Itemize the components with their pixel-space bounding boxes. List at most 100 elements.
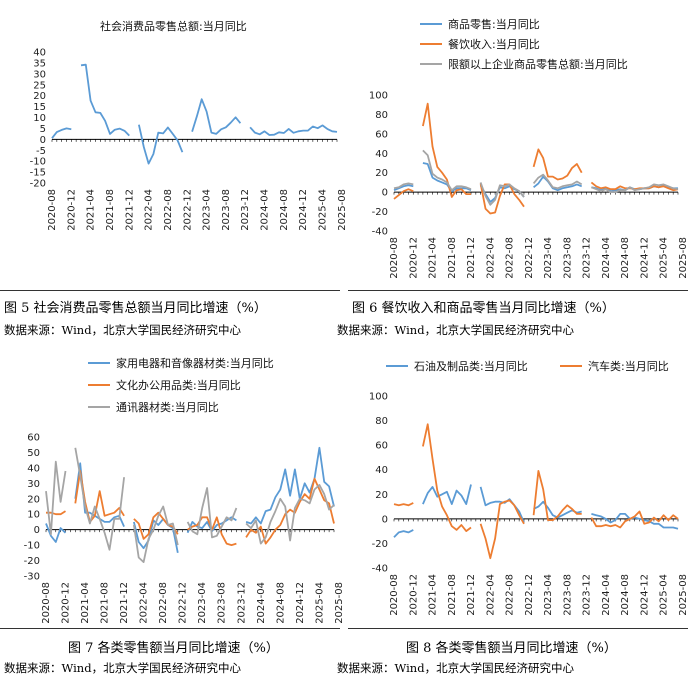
- x-tick-label: 2023-08: [562, 237, 573, 279]
- divider-bottom-left: [0, 628, 340, 629]
- x-tick-label: 2022-08: [505, 574, 516, 616]
- x-tick-label: 2022-08: [505, 237, 516, 279]
- x-tick-label: 2025-04: [318, 189, 329, 231]
- y-tick-label: 40: [375, 465, 388, 476]
- x-tick-label: 2020-12: [61, 582, 72, 624]
- divider-top-right: [348, 290, 688, 291]
- y-tick-label: 25: [33, 80, 46, 91]
- y-tick-label: 60: [375, 441, 388, 452]
- x-tick-label: 2024-12: [298, 189, 309, 231]
- series-line-2-2: [45, 447, 335, 563]
- source-fig6: 数据来源：Wind，北京大学国民经济研究中心: [337, 323, 575, 337]
- x-tick-label: 2020-08: [41, 582, 52, 624]
- y-tick-label: -20: [30, 179, 46, 190]
- chart-fig8: -40 -20 0 20 40 60 80 100 2020-08 2020-12 2021-04 2…: [369, 359, 689, 616]
- y-tick-label: 10: [27, 510, 40, 521]
- x-tick-label: 2025-08: [678, 574, 689, 616]
- x-tick-label: 2022-12: [524, 237, 535, 279]
- x-tick-label: 2021-08: [100, 582, 111, 624]
- y-tick-label: 40: [375, 149, 388, 160]
- y-tick-label: -20: [24, 556, 40, 567]
- series-line-1-2: [393, 149, 679, 206]
- x-tick-label: 2024-08: [275, 582, 286, 624]
- y-tick-label: 30: [33, 69, 46, 80]
- y-tick-label: 0: [34, 525, 40, 536]
- y-tick-label: 0: [40, 135, 46, 146]
- x-tick-label: 2020-12: [66, 189, 77, 231]
- y-tick-label: 30: [27, 479, 40, 490]
- chart-fig6: -40 -20 0 20 40 60 80 100 2020-08 2020-12 2021-04 2…: [369, 17, 689, 279]
- x-tick-label: 2024-08: [279, 189, 290, 231]
- x-tick-label: 2023-12: [582, 574, 593, 616]
- source-fig5: 数据来源：Wind，北京大学国民经济研究中心: [4, 323, 242, 337]
- x-tick-label: 2024-04: [601, 574, 612, 616]
- divider-top-left: [0, 290, 340, 291]
- divider-bottom-right: [348, 628, 688, 629]
- y-tick-label: 80: [375, 110, 388, 121]
- x-tick-label: 2021-04: [428, 574, 439, 616]
- caption-fig6: 图 6 餐饮收入和商品零售当月同比增速（%）: [352, 301, 615, 316]
- y-tick-label: 5: [40, 124, 46, 135]
- x-tick-label: 2025-04: [314, 582, 325, 624]
- y-tick-label: 20: [33, 91, 46, 102]
- y-tick-label: -10: [24, 541, 40, 552]
- x-tick-label: 2020-08: [47, 189, 58, 231]
- x-tick-label: 2022-12: [524, 574, 535, 616]
- y-tick-label: -30: [24, 572, 40, 583]
- legend-label: 通讯器材类:当月同比: [116, 400, 219, 414]
- x-tick-label: 2025-04: [659, 574, 670, 616]
- x-tick-label: 2023-12: [582, 237, 593, 279]
- x-tick-label: 2025-08: [334, 582, 345, 624]
- y-tick-label: 0: [382, 514, 388, 525]
- x-tick-label: 2020-08: [389, 237, 400, 279]
- y-tick-label: 60: [375, 129, 388, 140]
- x-tick-label: 2021-08: [105, 189, 116, 231]
- legend-label: 文化办公用品类:当月同比: [116, 378, 241, 392]
- legend-label: 限额以上企业商品零售总额:当月同比: [448, 57, 628, 71]
- x-tick-label: 2024-08: [620, 237, 631, 279]
- y-tick-label: 0: [382, 188, 388, 199]
- x-tick-label: 2024-04: [256, 582, 267, 624]
- y-tick-label: -5: [36, 146, 46, 157]
- source-fig8: 数据来源：Wind，北京大学国民经济研究中心: [337, 661, 575, 675]
- legend-label: 家用电器和音像器材类:当月同比: [116, 356, 274, 370]
- x-tick-label: 2022-04: [139, 582, 150, 624]
- legend-label: 石油及制品类:当月同比: [414, 359, 528, 373]
- x-tick-label: 2023-04: [543, 574, 554, 616]
- x-tick-label: 2021-08: [447, 574, 458, 616]
- x-tick-label: 2020-12: [408, 237, 419, 279]
- legend-label: 汽车类:当月同比: [588, 359, 669, 373]
- series-line-0-0: [51, 63, 338, 165]
- x-tick-label: 2024-04: [260, 189, 271, 231]
- x-tick-label: 2023-04: [202, 189, 213, 231]
- x-tick-label: 2021-04: [86, 189, 97, 231]
- series-line-3-1: [393, 423, 679, 560]
- x-tick-label: 2021-04: [428, 237, 439, 279]
- y-tick-label: 50: [27, 448, 40, 459]
- caption-fig8: 图 8 各类零售额当月同比增速（%）: [406, 641, 617, 656]
- x-tick-label: 2021-12: [466, 574, 477, 616]
- legend-label: 餐饮收入:当月同比: [448, 37, 540, 51]
- x-tick-label: 2022-04: [144, 189, 155, 231]
- series-line-2-1: [46, 470, 335, 546]
- x-tick-label: 2023-04: [543, 237, 554, 279]
- y-tick-label: 20: [375, 490, 388, 501]
- x-tick-label: 2022-08: [163, 189, 174, 231]
- x-tick-label: 2021-08: [447, 237, 458, 279]
- y-tick-label: 15: [33, 102, 46, 113]
- y-tick-label: 20: [375, 168, 388, 179]
- x-tick-label: 2022-12: [182, 189, 193, 231]
- x-tick-label: 2023-08: [217, 582, 228, 624]
- y-tick-label: 35: [33, 58, 46, 69]
- y-tick-label: 100: [369, 392, 388, 403]
- x-tick-label: 2024-04: [601, 237, 612, 279]
- chart-title: 社会消费品零售总额:当月同比: [100, 19, 247, 33]
- x-tick-label: 2025-04: [659, 237, 670, 279]
- x-tick-label: 2023-08: [221, 189, 232, 231]
- y-tick-label: 40: [33, 48, 46, 59]
- x-tick-label: 2025-08: [337, 189, 348, 231]
- chart-fig7: -30 -20 -10 0 10 20 30 40 50 60 2020-08 2020-12 2021…: [24, 356, 345, 624]
- x-tick-label: 2022-08: [158, 582, 169, 624]
- y-tick-label: 40: [27, 463, 40, 474]
